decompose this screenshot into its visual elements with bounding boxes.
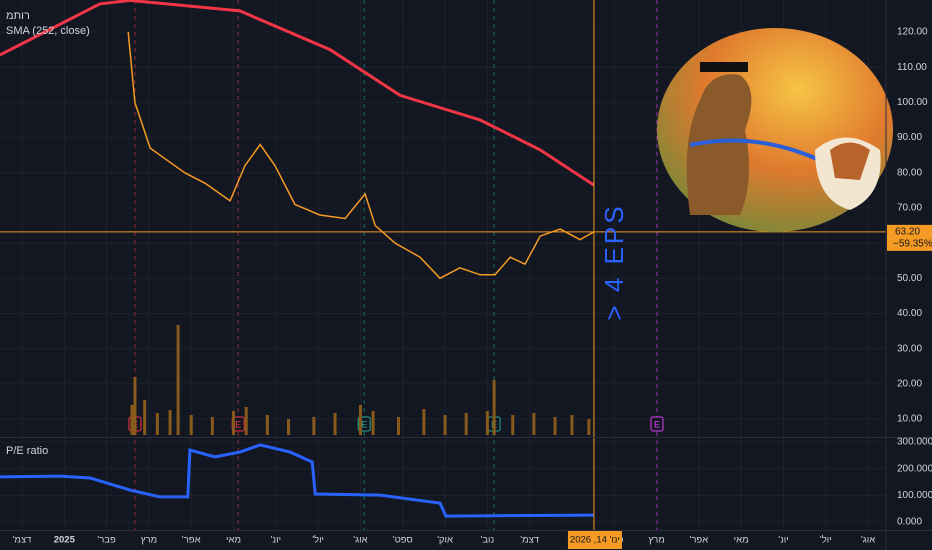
x-tick-label: מאי	[226, 535, 241, 546]
volume-bar	[189, 415, 193, 435]
y-tick-label: 70.00	[897, 203, 922, 214]
x-tick-label: 'יונ	[271, 535, 281, 546]
sticker	[657, 28, 893, 232]
price-tag-label: 63.20	[895, 227, 920, 238]
volume-bar	[168, 410, 172, 435]
y-tick-label: 120.00	[897, 27, 928, 38]
volume-bar	[422, 409, 426, 435]
y-tick-label: 20.00	[897, 379, 922, 390]
x-tick-label: 'דצמ	[13, 535, 32, 546]
volume-bar	[287, 419, 291, 435]
y-tick-label: 0.000	[897, 517, 922, 528]
y-tick-label: 50.00	[897, 273, 922, 284]
cursor-tag	[567, 531, 622, 549]
plot: EEEEE	[0, 0, 886, 530]
volume-bar	[312, 417, 316, 435]
earnings-label: E	[654, 419, 660, 429]
volume-bar	[333, 413, 337, 435]
x-tick-label: 'אוק	[437, 535, 453, 546]
cursor-label: 2026 ,14 'ינו	[570, 535, 620, 546]
y-tick-label: 80.00	[897, 167, 922, 178]
x-tick-label: 'יונ	[778, 535, 788, 546]
symbol-title: רותמ	[6, 10, 30, 22]
earnings-label: E	[235, 419, 241, 429]
x-tick-label: מאי	[734, 535, 749, 546]
y-tick-label: 100.000	[897, 490, 932, 501]
earnings-marker	[650, 416, 664, 432]
series-line	[0, 443, 594, 518]
x-tick-label: 'יול	[312, 534, 324, 546]
volume-bar	[210, 417, 214, 435]
price-tag	[887, 224, 932, 251]
x-tick-label: 'פבר	[97, 535, 116, 546]
volume-bar	[371, 411, 375, 435]
volume-bar	[358, 405, 362, 435]
y-tick-label: 90.00	[897, 132, 922, 143]
y-tick-label: 200.000	[897, 463, 932, 474]
volume-bar	[443, 415, 447, 435]
x-tick-label: 'נוב	[480, 535, 494, 546]
volume-bar	[587, 419, 591, 435]
volume-bar	[133, 377, 137, 435]
volume-bar	[492, 380, 496, 435]
x-tick-label: 'אפר	[690, 535, 709, 546]
volume-bar	[232, 411, 236, 435]
volume-bar	[511, 415, 515, 435]
volume-bar	[397, 417, 401, 435]
volume-bar	[485, 411, 489, 435]
pe-title: P/E ratio	[6, 445, 48, 457]
volume-bar	[130, 405, 134, 435]
x-tick-label: 'דצמ	[520, 535, 539, 546]
indicator-label: SMA (252, close)	[6, 25, 90, 37]
x-tick-label: 'אוג	[353, 535, 367, 546]
volume-bar	[265, 415, 269, 435]
y-tick-label: 10.00	[897, 414, 922, 425]
volume-bar	[553, 417, 557, 435]
y-tick-label: 40.00	[897, 308, 922, 319]
y-tick-label: 300.000	[897, 437, 932, 448]
x-tick-label: 'יול	[820, 534, 832, 546]
volume-bar	[244, 407, 248, 435]
grid	[0, 0, 886, 530]
x-tick-label: 'אפר	[182, 535, 201, 546]
volume-bar	[155, 413, 159, 435]
volume-bar	[532, 413, 536, 435]
earnings-label: E	[361, 419, 367, 429]
volume-bar	[570, 415, 574, 435]
x-tick-label: 'אוג	[861, 535, 875, 546]
x-tick-label: 2025	[54, 535, 76, 546]
y-tick-label: 30.00	[897, 343, 922, 354]
series-line	[127, 31, 595, 280]
y-tick-label: 100.00	[897, 97, 928, 108]
volume-bar	[143, 400, 147, 435]
price-change-label: −59.35%	[893, 239, 932, 250]
x-tick-label: 'ספט	[393, 535, 413, 546]
volume-bar	[464, 413, 468, 435]
x-tick-label: מרץ	[141, 535, 157, 546]
series-line	[0, 0, 595, 187]
x-tick-label: מרץ	[648, 535, 664, 546]
y-tick-label: 110.00	[897, 62, 927, 73]
volume-bar	[176, 325, 180, 435]
annotation: > 4 EPS	[599, 203, 629, 320]
